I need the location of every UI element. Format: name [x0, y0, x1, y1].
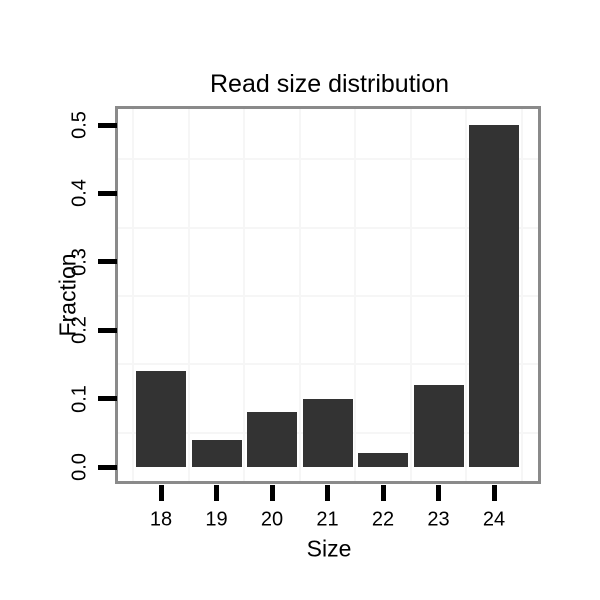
y-tick-label: 0.4 [68, 179, 91, 208]
x-tick-label: 18 [149, 508, 173, 531]
bar-size-21 [302, 398, 353, 467]
gridline-vertical [132, 109, 135, 481]
x-tick [214, 485, 219, 501]
x-tick-label: 23 [427, 508, 450, 531]
x-tick [380, 485, 386, 501]
x-tick-label: 22 [371, 508, 395, 531]
x-tick-label: 21 [316, 508, 339, 531]
y-tick-label: 0.0 [68, 453, 91, 481]
y-tick-label: 0.5 [68, 111, 91, 139]
gridline-vertical [243, 109, 246, 481]
bar-size-20 [247, 412, 297, 467]
gridline-vertical [354, 109, 357, 481]
gridline-vertical [409, 109, 412, 481]
y-axis-title: Fraction [54, 253, 81, 337]
x-tick-label: 24 [482, 508, 506, 531]
gridline-vertical [520, 109, 523, 481]
x-axis-title: Size [306, 535, 352, 562]
x-tick-label: 19 [205, 508, 228, 531]
y-tick [98, 122, 117, 128]
chart-title: Read size distribution [209, 70, 449, 98]
x-tick [158, 485, 164, 501]
gridline-horizontal [118, 295, 538, 297]
gridline-horizontal [118, 226, 538, 229]
x-tick-label: 20 [260, 508, 284, 531]
x-tick [491, 485, 497, 501]
y-tick [98, 327, 117, 333]
x-tick [269, 485, 275, 501]
x-tick [325, 485, 330, 501]
bar-size-19 [191, 439, 242, 467]
y-tick-label: 0.1 [68, 384, 91, 413]
gridline-vertical [298, 109, 301, 481]
x-tick [436, 485, 441, 501]
gridline-horizontal [118, 158, 538, 161]
bar-size-22 [358, 453, 408, 467]
y-tick [98, 464, 117, 470]
bar-size-23 [413, 384, 464, 467]
y-tick [98, 259, 117, 265]
bar-size-24 [469, 125, 519, 467]
gridline-vertical [187, 109, 190, 481]
y-tick [98, 396, 117, 402]
bar-size-18 [136, 371, 186, 467]
y-tick [98, 190, 117, 196]
plot-panel [118, 109, 538, 481]
gridline-horizontal [118, 363, 538, 366]
gridline-vertical [465, 109, 468, 481]
